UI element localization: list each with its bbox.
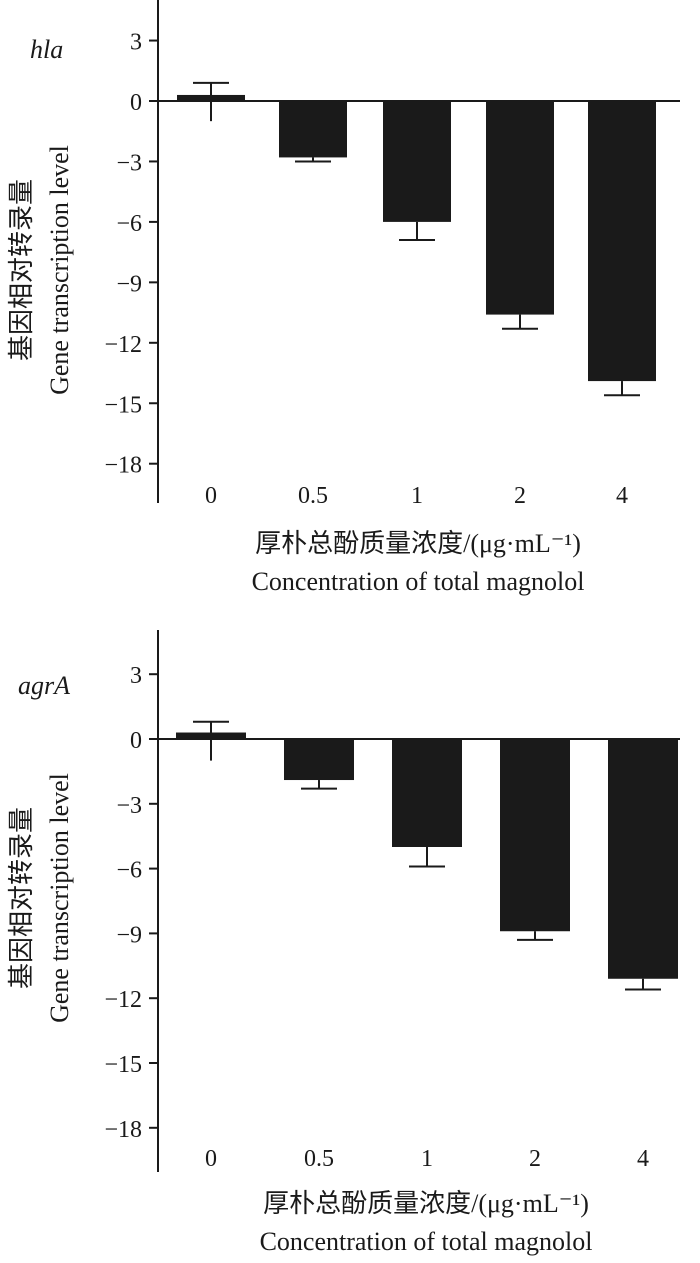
y-tick-label: 3 [130,30,142,56]
bar [500,739,570,932]
y-axis-label-en: Gene transcription level [45,145,74,395]
y-tick-label: −9 [116,922,142,948]
bar [608,739,678,979]
bar [392,739,462,847]
x-tick-label: 0 [205,483,217,509]
x-tick-label: 0.5 [298,483,328,509]
y-tick-label: −6 [116,858,142,884]
bar [486,101,554,315]
y-axis-label-en: Gene transcription level [45,773,74,1023]
bar [279,101,347,158]
bar [588,101,656,382]
y-tick-label: −6 [116,211,142,237]
chart-panel-hla: hla 基因相对转录量 Gene transcription level 厚朴总… [7,0,680,596]
y-tick-label: −15 [104,1052,142,1078]
x-axis-label-en: Concentration of total magnolol [260,1227,593,1256]
x-tick-label: 1 [421,1146,433,1172]
x-tick-label: 4 [637,1146,649,1172]
y-tick-label: 3 [130,663,142,689]
x-tick-label: 1 [411,483,423,509]
gene-label: agrA [18,671,70,700]
y-tick-label: −12 [104,987,142,1013]
y-tick-label: −18 [104,453,142,479]
x-tick-label: 0.5 [304,1146,334,1172]
x-tick-label: 0 [205,1146,217,1172]
gene-label: hla [30,35,63,64]
x-tick-label: 2 [514,483,526,509]
x-axis-label-cn: 厚朴总酚质量浓度/(μg·mL⁻¹) [263,1189,589,1218]
x-axis-label-cn: 厚朴总酚质量浓度/(μg·mL⁻¹) [255,529,581,558]
y-tick-label: 0 [130,728,142,754]
bar [284,739,354,781]
y-tick-label: −3 [116,150,142,176]
y-tick-label: −15 [104,392,142,418]
y-tick-label: −18 [104,1117,142,1143]
y-axis-label-cn: 基因相对转录量 [7,807,36,989]
y-tick-label: −9 [116,271,142,297]
bar [383,101,451,222]
y-tick-label: −12 [104,332,142,358]
y-tick-label: −3 [116,793,142,819]
y-axis-label-cn: 基因相对转录量 [7,179,36,361]
x-tick-label: 2 [529,1146,541,1172]
x-tick-label: 4 [616,483,628,509]
y-tick-label: 0 [130,90,142,116]
x-axis-label-en: Concentration of total magnolol [252,567,585,596]
chart-panel-agra: agrA 基因相对转录量 Gene transcription level 厚朴… [7,630,680,1256]
